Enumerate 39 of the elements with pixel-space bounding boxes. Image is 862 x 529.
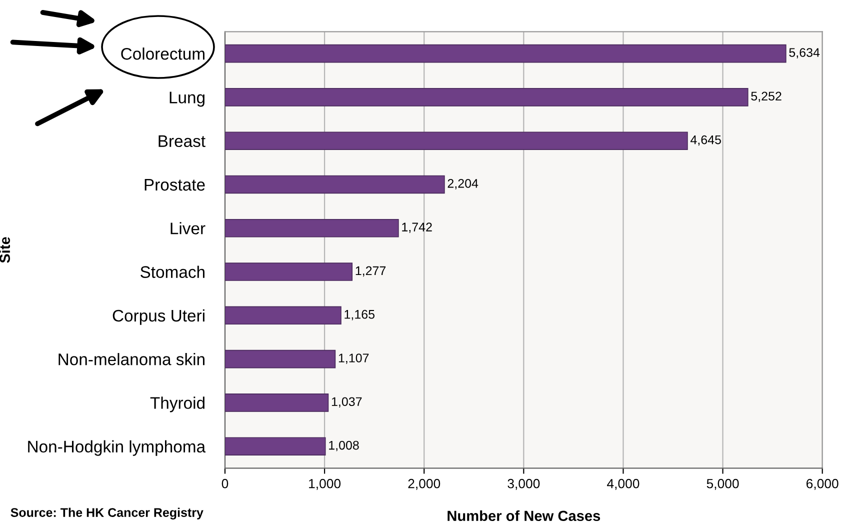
- data-label: 1,742: [402, 222, 432, 233]
- data-label: 1,037: [332, 397, 362, 408]
- y-tick-label: Breast: [158, 135, 206, 148]
- x-tick-label: 3,000: [508, 478, 540, 490]
- bar: [224, 44, 786, 63]
- bar: [224, 350, 336, 368]
- data-label: 1,277: [356, 266, 386, 277]
- data-label: 1,107: [338, 354, 369, 364]
- bar: [224, 88, 748, 106]
- x-axis-title: Number of New Cases: [448, 510, 600, 522]
- y-tick-label: Non-Hodgkin lymphoma: [28, 440, 206, 456]
- data-label: 5,634: [789, 48, 820, 58]
- data-label: 5,252: [751, 92, 782, 102]
- y-tick-label: Thyroid: [150, 396, 204, 412]
- y-tick-label: Colorectum: [121, 48, 204, 60]
- x-tick-label: 4,000: [607, 478, 640, 490]
- y-tick-label: Prostate: [144, 179, 205, 191]
- bar: [224, 437, 326, 456]
- y-tick-label: Corpus Uteri: [112, 309, 204, 325]
- y-tick-label: Lung: [170, 92, 204, 107]
- data-label: 1,008: [329, 440, 359, 452]
- data-label: 4,645: [690, 135, 721, 146]
- x-tick-label: 6,000: [806, 478, 838, 490]
- bar: [224, 175, 445, 194]
- data-label: 1,165: [344, 310, 375, 320]
- x-tick-label: 2,000: [408, 478, 440, 490]
- bar: [224, 306, 342, 325]
- y-tick-label: Stomach: [140, 266, 204, 278]
- bar: [224, 394, 329, 412]
- y-tick-label: Non-melanoma skin: [58, 353, 204, 366]
- bar: [224, 132, 688, 150]
- source-note: Source: The HK Cancer Registry: [10, 508, 204, 520]
- x-tick-label: 1,000: [309, 478, 341, 490]
- bar: [224, 262, 353, 281]
- bar: [224, 218, 399, 238]
- y-tick-label: Liver: [170, 222, 206, 234]
- x-tick-label: 5,000: [706, 478, 739, 490]
- data-label: 2,204: [448, 178, 478, 190]
- x-tick-label: 0: [222, 478, 228, 488]
